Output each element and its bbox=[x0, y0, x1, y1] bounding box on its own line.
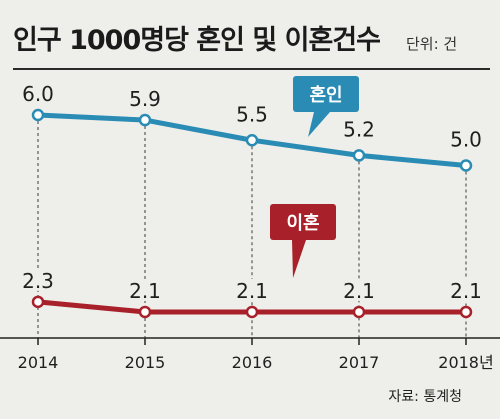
unit-label: 단위: 건 bbox=[406, 35, 458, 53]
chart-title: 인구 1000명당 혼인 및 이혼건수 bbox=[13, 25, 381, 56]
value-label-bg-marriage-2018 bbox=[446, 127, 486, 150]
value-label-bg-divorce-2018 bbox=[446, 278, 486, 301]
value-label-bg-divorce-2015 bbox=[125, 278, 165, 301]
series-tag-divorce-pointer bbox=[292, 240, 306, 278]
title-divider bbox=[13, 68, 490, 70]
value-label-bg-divorce-2014 bbox=[18, 268, 58, 291]
x-tick-label-2018: 2018년 bbox=[438, 353, 493, 372]
data-point-marriage-2014 bbox=[31, 108, 45, 122]
data-point-divorce-2015 bbox=[138, 305, 152, 319]
value-label-bg-marriage-2017 bbox=[339, 117, 379, 140]
value-label-marriage-2015: 5.9 bbox=[129, 87, 161, 111]
value-label-bg-divorce-2017 bbox=[339, 278, 379, 301]
value-label-bg-marriage-2014 bbox=[18, 82, 58, 104]
series-tag-marriage-label: 혼인 bbox=[309, 84, 342, 106]
x-tick-label-2017: 2017 bbox=[339, 353, 380, 372]
value-label-marriage-2016: 5.5 bbox=[236, 102, 268, 126]
x-tick-label-2016: 2016 bbox=[232, 353, 273, 372]
value-label-marriage-2017: 5.2 bbox=[343, 117, 375, 141]
x-tick-label-2015: 2015 bbox=[125, 353, 166, 372]
data-point-marriage-2016 bbox=[245, 134, 259, 147]
value-label-bg-divorce-2016 bbox=[232, 278, 272, 301]
value-label-divorce-2014: 2.3 bbox=[22, 269, 54, 293]
data-point-divorce-2018 bbox=[459, 305, 473, 319]
x-tick-label-2014: 2014 bbox=[18, 353, 59, 372]
value-label-divorce-2017: 2.1 bbox=[343, 279, 375, 303]
data-point-marriage-2018 bbox=[459, 159, 473, 172]
value-label-divorce-2018: 2.1 bbox=[450, 279, 482, 303]
data-point-marriage-2017 bbox=[352, 149, 366, 162]
series-tag-marriage-pointer bbox=[308, 112, 330, 137]
series-tag-marriage-box bbox=[293, 76, 359, 112]
value-label-divorce-2016: 2.1 bbox=[236, 279, 268, 303]
data-point-divorce-2014 bbox=[31, 295, 45, 309]
data-point-divorce-2017 bbox=[352, 305, 366, 319]
value-label-divorce-2015: 2.1 bbox=[129, 279, 161, 303]
source-note: 자료: 통계청 bbox=[388, 389, 462, 405]
value-label-bg-marriage-2015 bbox=[125, 87, 165, 110]
series-tag-divorce-box bbox=[270, 204, 336, 240]
data-point-marriage-2015 bbox=[138, 113, 152, 127]
value-label-bg-marriage-2016 bbox=[232, 102, 272, 125]
data-point-divorce-2016 bbox=[245, 305, 259, 319]
series-tag-divorce-label: 이혼 bbox=[286, 212, 319, 234]
value-label-marriage-2018: 5.0 bbox=[450, 128, 482, 152]
value-label-marriage-2014: 6.0 bbox=[22, 82, 54, 106]
